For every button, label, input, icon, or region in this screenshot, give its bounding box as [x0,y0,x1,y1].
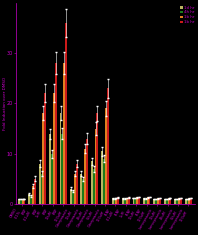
Bar [124,198,126,204]
Bar [112,198,114,204]
Bar [70,189,72,204]
Bar [30,196,32,204]
Bar [157,198,159,204]
Bar [190,198,192,204]
Y-axis label: Fold Induction over DMSO: Fold Induction over DMSO [3,77,7,130]
Bar [169,198,171,204]
Bar [53,93,55,204]
Bar [32,186,34,204]
Bar [20,199,22,204]
Bar [166,199,168,204]
Bar [80,174,82,204]
Bar [174,199,176,204]
Bar [164,199,166,204]
Bar [143,198,145,204]
Bar [101,151,103,204]
Bar [149,197,150,204]
Bar [63,63,65,204]
Bar [126,198,128,204]
Bar [178,198,180,204]
Bar [122,198,124,204]
Bar [103,159,105,204]
Bar [91,161,93,204]
Bar [134,198,136,204]
Bar [86,139,88,204]
Bar [65,23,67,204]
Bar [145,198,147,204]
Bar [188,198,190,204]
Bar [176,199,178,204]
Bar [107,88,109,204]
Bar [115,198,117,204]
Bar [155,199,157,204]
Bar [34,179,36,204]
Bar [18,199,20,204]
Legend: 1d hr, 4h hr, 1b hr, 1b hr: 1d hr, 4h hr, 1b hr, 1b hr [179,5,195,25]
Bar [159,198,161,204]
Bar [96,114,98,204]
Bar [60,114,61,204]
Bar [187,199,188,204]
Bar [114,198,115,204]
Bar [168,198,169,204]
Bar [49,133,51,204]
Bar [43,114,44,204]
Bar [147,197,149,204]
Bar [24,199,25,204]
Bar [76,164,77,204]
Bar [74,174,76,204]
Bar [39,164,41,204]
Bar [82,179,84,204]
Bar [117,197,119,204]
Bar [132,198,134,204]
Bar [41,174,43,204]
Bar [61,133,63,204]
Bar [95,129,96,204]
Bar [93,169,95,204]
Bar [28,194,30,204]
Bar [185,199,187,204]
Bar [55,63,57,204]
Bar [136,197,138,204]
Bar [180,198,182,204]
Bar [72,192,74,204]
Bar [84,149,86,204]
Bar [105,108,107,204]
Bar [138,197,140,204]
Bar [153,199,155,204]
Bar [22,199,24,204]
Bar [44,93,46,204]
Bar [51,154,53,204]
Bar [128,197,130,204]
